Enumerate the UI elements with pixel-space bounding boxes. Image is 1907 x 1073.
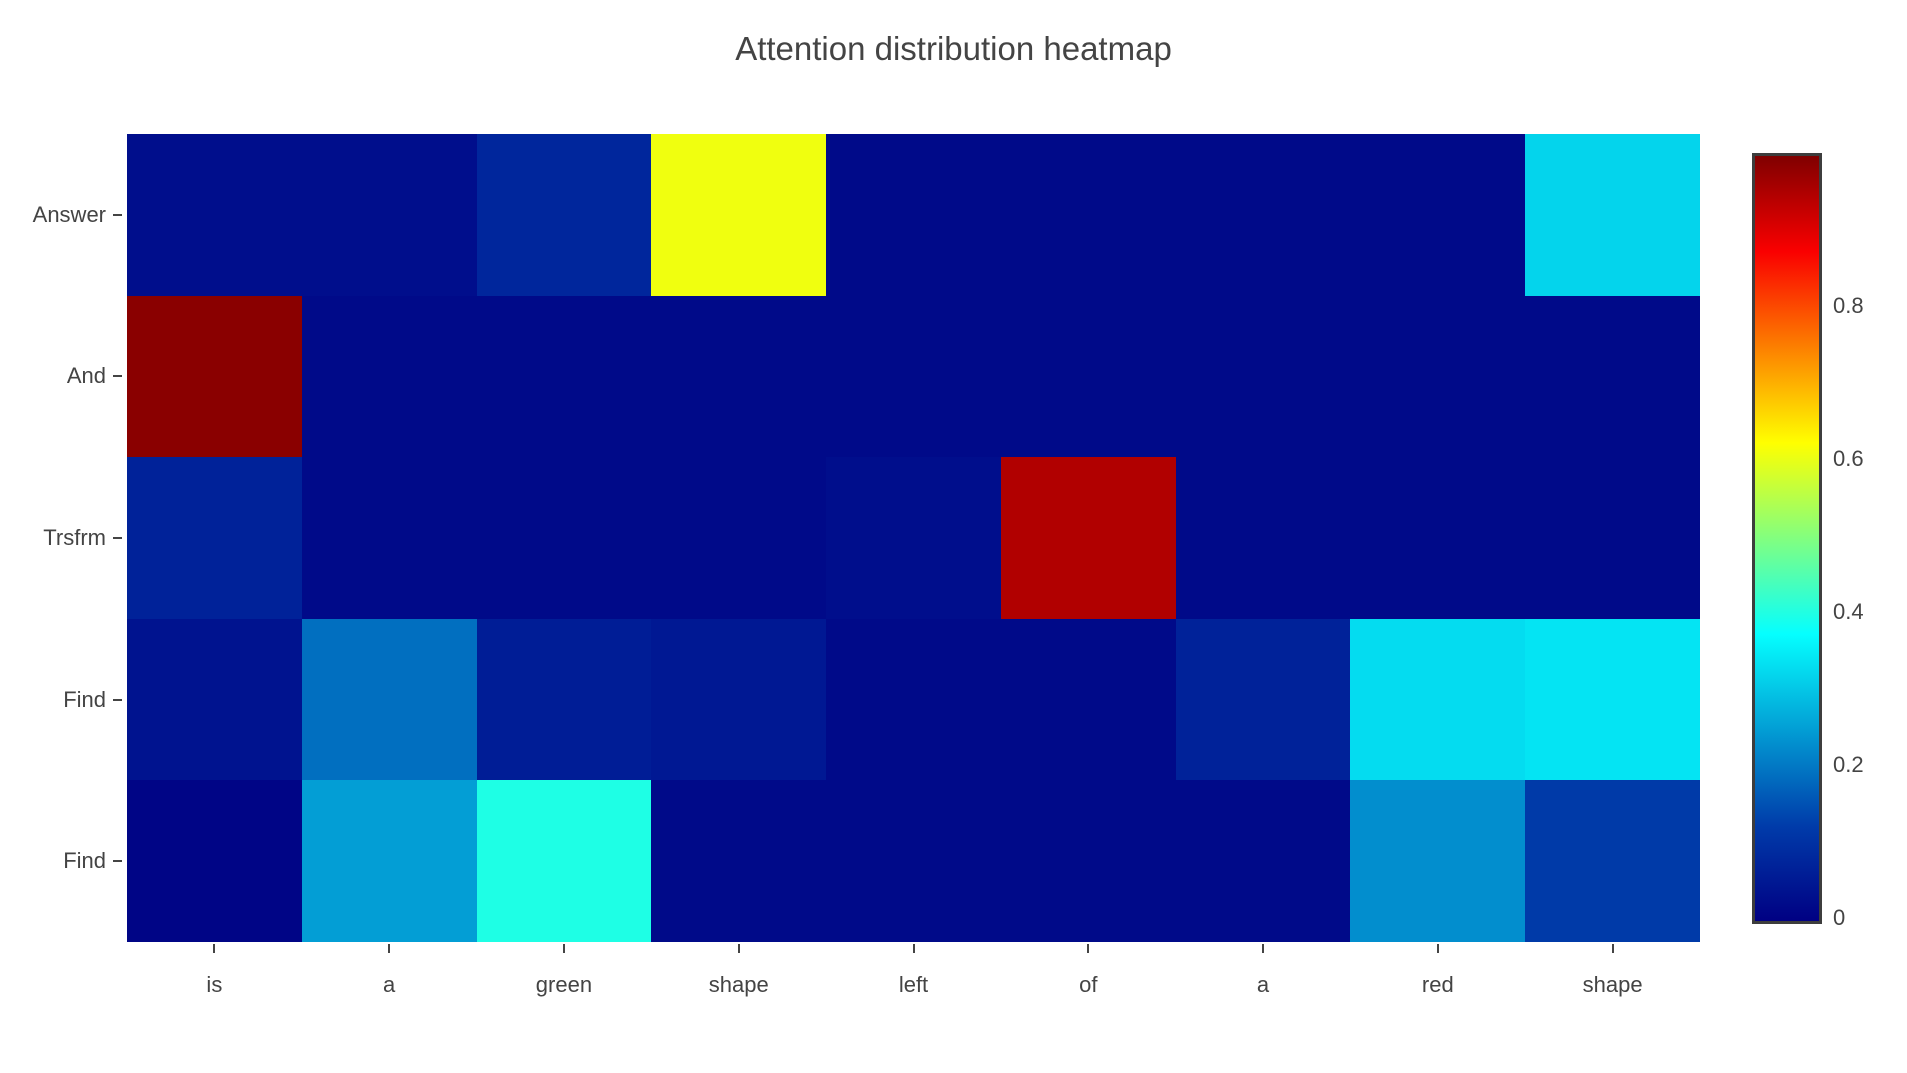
heatmap-cell[interactable] [1525,295,1700,458]
x-axis-label: a [383,972,396,997]
x-axis-tick [1611,944,1614,953]
y-axis-label: Find [63,848,106,874]
heatmap-cell[interactable] [651,134,827,296]
heatmap-cell[interactable] [476,780,652,942]
heatmap-cell[interactable] [127,780,302,942]
y-axis-tick [113,537,122,539]
x-axis-tick [562,944,565,953]
heatmap-cell[interactable] [1525,457,1700,619]
colorbar-tick-label: 0.6 [1833,446,1864,471]
x-axis-label: left [898,972,929,997]
heatmap-cell[interactable] [826,134,1001,296]
heatmap-cell[interactable] [127,618,302,781]
heatmap-cell[interactable] [826,780,1001,942]
heatmap-cell[interactable] [1525,780,1700,942]
heatmap-cell[interactable] [127,134,302,296]
x-axis-label: a [1256,972,1270,997]
heatmap-cell[interactable] [651,295,827,458]
y-axis-label: Trsfrm [43,525,106,550]
colorbar-tick-label: 0.8 [1833,293,1864,318]
x-axis-label: is [206,972,223,997]
heatmap-cell[interactable] [1000,134,1176,296]
heatmap-cell[interactable] [1350,780,1526,942]
heatmap-cell[interactable] [1000,295,1176,458]
heatmap-cell[interactable] [301,134,477,296]
heatmap-cell[interactable] [1000,618,1176,781]
colorbar-tick-label: 0.4 [1833,599,1864,624]
heatmap-cell[interactable] [476,457,652,619]
y-axis-tick [113,213,122,216]
x-axis-tick [388,944,391,953]
colorbar-tick-label: 0.2 [1833,752,1864,777]
y-axis-label: Find [63,686,106,712]
y-axis-tick [113,860,122,863]
heatmap-cell[interactable] [1175,780,1351,942]
heatmap-cell[interactable] [1000,457,1176,619]
heatmap-cell[interactable] [301,780,477,942]
heatmap-cell[interactable] [301,457,477,619]
heatmap-cell[interactable] [1175,295,1351,458]
x-axis-label: of [1079,972,1098,997]
x-axis-label: shape [1582,972,1643,997]
chart-title: Attention distribution heatmap [735,30,1172,67]
heatmap-cell[interactable] [826,457,1001,619]
heatmap-cell[interactable] [127,295,302,458]
y-axis-label: And [66,363,106,389]
x-axis-label: red [1421,972,1454,997]
heatmap-cell[interactable] [1525,618,1700,781]
heatmap-cell[interactable] [301,295,477,458]
heatmap-cell[interactable] [1350,295,1526,458]
heatmap-cell[interactable] [1175,134,1351,296]
heatmap-cell[interactable] [1175,618,1351,781]
x-axis-tick [1436,944,1439,953]
heatmap-cell[interactable] [1525,134,1700,296]
x-axis-tick [1262,944,1265,953]
heatmap-cell[interactable] [651,780,827,942]
heatmap-cell[interactable] [826,618,1001,781]
heatmap-cell[interactable] [826,295,1001,458]
heatmap-plot[interactable] [127,134,1700,942]
x-axis-tick [912,944,915,953]
y-axis-tick [113,698,122,701]
colorbar-gradient [1752,153,1822,924]
heatmap-cell[interactable] [476,134,652,296]
heatmap-cell[interactable] [651,457,827,619]
x-axis-tick [1087,944,1090,953]
heatmap-cell[interactable] [1350,618,1526,781]
heatmap-cell[interactable] [476,295,652,458]
x-axis-tick [213,944,216,953]
y-axis-label: Answer [32,201,106,227]
heatmap-cell[interactable] [127,457,302,619]
colorbar-tick-label: 0 [1833,905,1846,930]
heatmap-cell[interactable] [1350,457,1526,619]
heatmap-cell[interactable] [476,618,652,781]
x-axis-tick [737,944,740,953]
y-axis-tick [113,375,122,378]
x-axis-label: shape [708,972,769,997]
x-axis-label: green [535,972,593,997]
heatmap-cell[interactable] [1175,457,1351,619]
heatmap-cell[interactable] [1350,134,1526,296]
heatmap-cell[interactable] [301,618,477,781]
heatmap-cell[interactable] [1000,780,1176,942]
heatmap-cell[interactable] [651,618,827,781]
